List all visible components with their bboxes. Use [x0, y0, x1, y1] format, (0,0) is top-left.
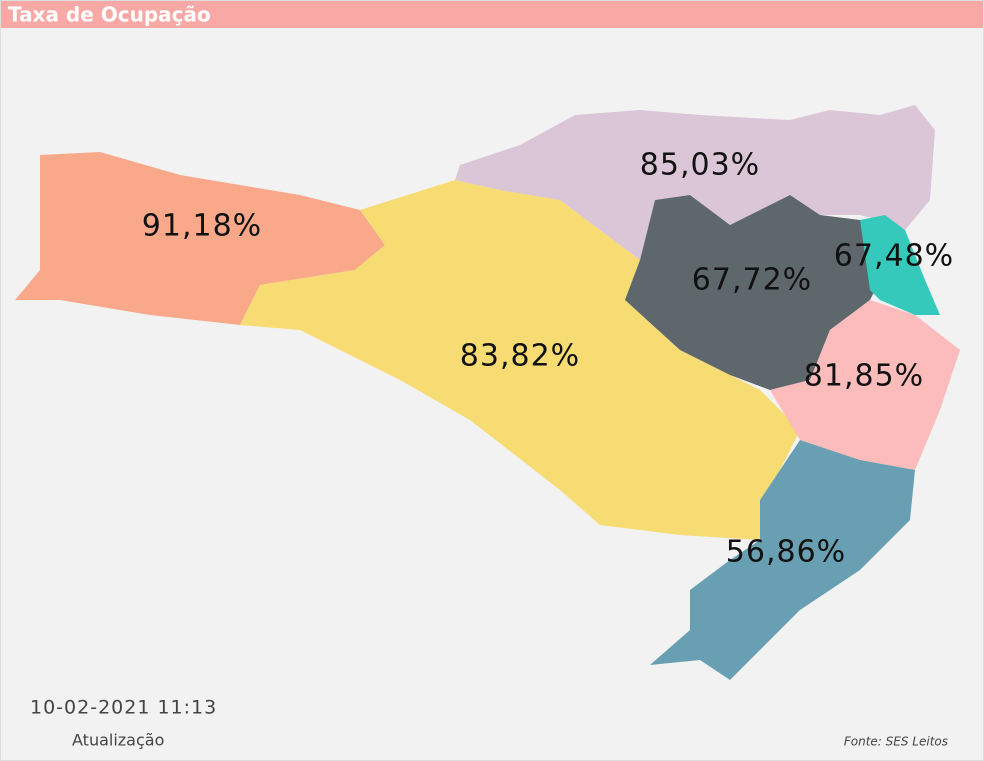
region-shape[interactable] [240, 180, 800, 540]
region-shape[interactable] [860, 215, 940, 315]
title: Taxa de Ocupação [8, 3, 211, 27]
region-shape[interactable] [625, 195, 880, 390]
region-shape[interactable] [15, 152, 385, 325]
region-label: 83,82% [460, 339, 580, 374]
region-label: 91,18% [142, 209, 262, 244]
region-label: 67,72% [692, 263, 812, 298]
region-shape[interactable] [650, 440, 915, 680]
region-shape[interactable] [770, 300, 960, 470]
region-label: 85,03% [640, 148, 760, 183]
region-shape[interactable] [455, 105, 935, 260]
source: Fonte: SES Leitos [844, 735, 948, 749]
region-label: 67,48% [834, 239, 954, 274]
timestamp: 10-02-2021 11:13 [30, 697, 217, 719]
region-label: 56,86% [726, 535, 846, 570]
header-bar [0, 0, 984, 28]
region-label: 81,85% [804, 359, 924, 394]
timestamp-caption: Atualização [72, 731, 164, 750]
